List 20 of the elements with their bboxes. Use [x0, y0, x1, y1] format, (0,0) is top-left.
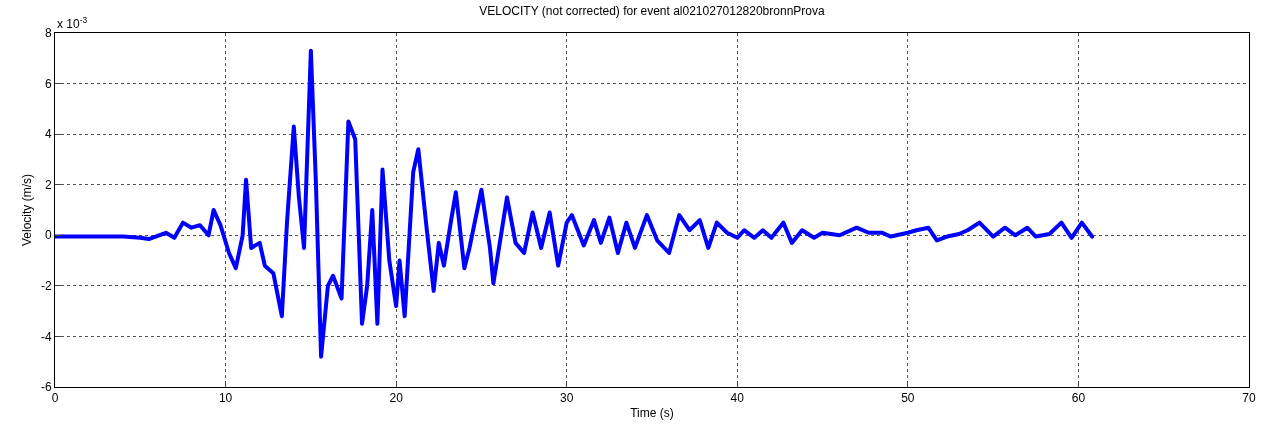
y-tick-label: 2: [44, 177, 52, 192]
x-tick-label: 70: [1242, 391, 1256, 406]
y-axis-title: Velocity (m/s): [20, 173, 35, 247]
line-series: [55, 48, 1095, 359]
chart-title: VELOCITY (not corrected) for event al021027012820bronnProva: [479, 3, 825, 18]
y-tick-label: 4: [44, 127, 52, 142]
y-tick-label: -4: [40, 329, 52, 344]
y-tick-label: -2: [40, 279, 52, 294]
x-tick-label: 30: [560, 391, 574, 406]
y-tick-label: 8: [44, 26, 52, 41]
y-tick-label: 6: [44, 76, 52, 91]
text: x 10$^{-3}$: [57, 15, 88, 32]
x-axis-title: Time (s): [630, 406, 674, 421]
x-tick-label: 60: [1071, 391, 1086, 406]
x-tick-label: 20: [389, 391, 404, 406]
x-tick-label: 10: [218, 391, 233, 406]
y-tick-label: 0: [44, 228, 52, 243]
y-tick-label: -6: [40, 380, 52, 395]
x-tick-label: 50: [901, 391, 915, 406]
x-tick-label: 40: [730, 391, 745, 406]
